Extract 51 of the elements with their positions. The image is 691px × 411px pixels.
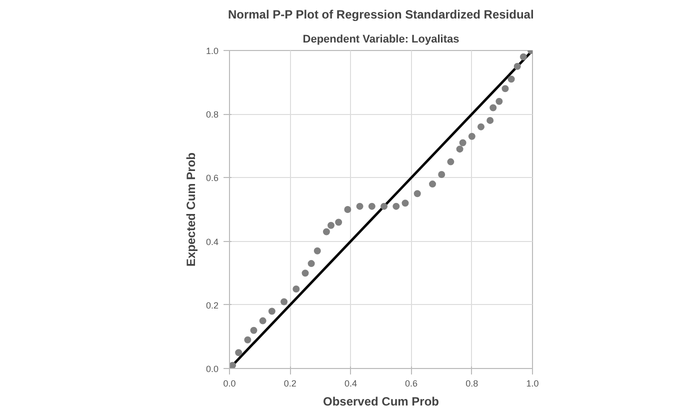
point (508, 76, 515, 83)
point (292, 286, 300, 292)
point (380, 202, 388, 210)
point (280, 298, 288, 306)
x-axis-title: Observed Cum Prob (322, 394, 440, 408)
y-tick-label: 0.0 (206, 364, 219, 374)
point (520, 53, 527, 60)
point (235, 349, 242, 356)
y-tick-label: 0.8 (206, 110, 219, 120)
point (244, 336, 252, 344)
point (502, 85, 509, 92)
x-tick-label: 0.4 (344, 378, 357, 388)
point (392, 202, 400, 210)
point (302, 270, 309, 277)
point (402, 200, 409, 207)
x-tick-label: 0.6 (405, 378, 418, 388)
point (468, 132, 476, 140)
point (250, 326, 258, 334)
point (459, 139, 466, 146)
chart-subtitle: Dependent Variable: Loyalitas (302, 34, 460, 46)
y-tick-label: 0.4 (206, 236, 219, 247)
point (368, 202, 376, 210)
point (414, 190, 421, 198)
point (438, 171, 446, 178)
y-tick-label: 1.0 (206, 46, 219, 56)
x-tick-label: 0.8 (466, 378, 478, 388)
y-axis-title: Expected Cum Prob (184, 152, 198, 267)
point (335, 218, 342, 226)
x-tick-label: 1.0 (526, 378, 539, 388)
chart-title: Normal P-P Plot of Regression Standardized Residual (228, 8, 534, 22)
point (429, 180, 436, 188)
point (477, 123, 484, 130)
point (486, 116, 494, 124)
point (356, 202, 364, 210)
point (490, 104, 497, 112)
point (344, 206, 352, 213)
point (308, 260, 315, 268)
point (314, 247, 321, 254)
y-tick-label: 0.6 (206, 173, 219, 184)
point (268, 308, 276, 315)
point (456, 146, 464, 153)
x-tick-label: 0.0 (223, 378, 236, 388)
y-tick-label: 0.2 (206, 300, 219, 310)
point (230, 362, 236, 368)
point (447, 158, 454, 166)
point (514, 62, 521, 70)
point (259, 317, 266, 324)
point (496, 98, 503, 105)
x-tick-label: 0.2 (284, 378, 296, 388)
point (328, 222, 335, 229)
point (322, 228, 330, 236)
